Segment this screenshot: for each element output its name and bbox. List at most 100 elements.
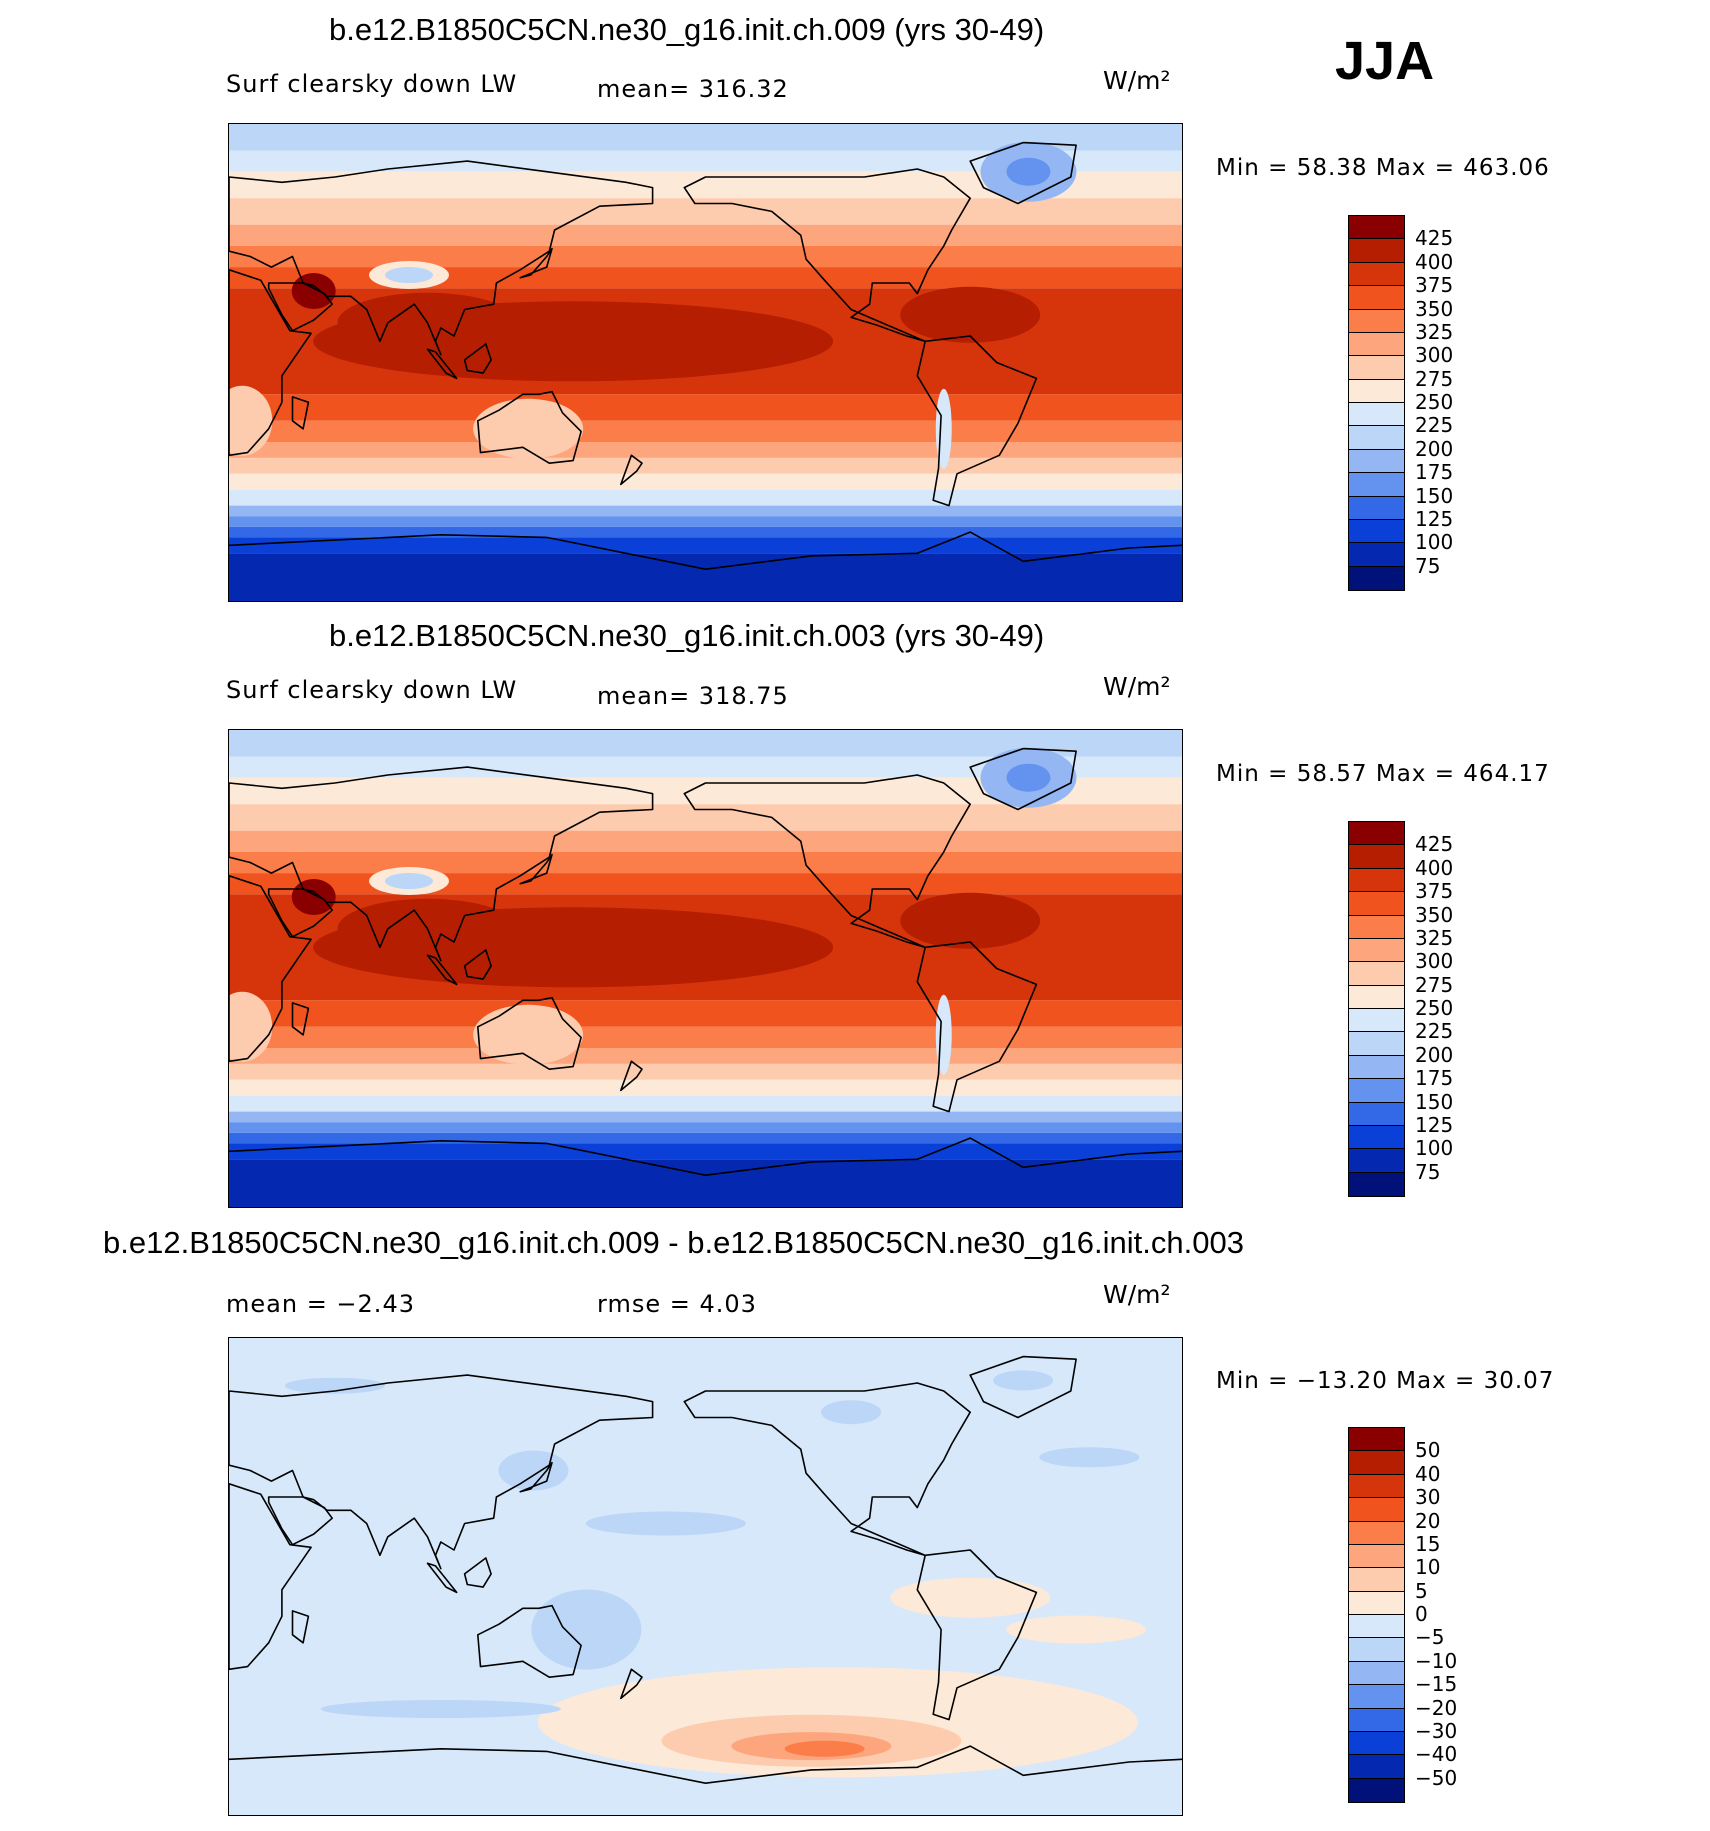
colorbar-tick-label: 375 xyxy=(1415,879,1454,904)
colorbar-tick-label: 125 xyxy=(1415,506,1454,531)
andes-cold xyxy=(935,388,952,469)
hot-spot xyxy=(291,272,336,309)
colorbar-tick-label: 100 xyxy=(1415,1136,1454,1161)
colorbar-tick-label: 200 xyxy=(1415,436,1454,461)
colorbar-tick-label: 50 xyxy=(1415,1438,1441,1463)
colorbar-swatch xyxy=(1349,1661,1404,1686)
colorbar-swatch xyxy=(1349,1755,1404,1779)
colorbar-swatch xyxy=(1349,1055,1404,1080)
colorbar-tick-label: 325 xyxy=(1415,925,1454,950)
coastline-madagascar xyxy=(291,1002,310,1036)
coastline-japan xyxy=(519,247,553,279)
colorbar-swatch xyxy=(1349,566,1404,590)
panel-1-colorbar xyxy=(1348,215,1405,591)
positive-anomaly xyxy=(1006,1615,1147,1644)
colorbar-swatch xyxy=(1349,216,1404,240)
colorbar-tick-label: 225 xyxy=(1415,413,1454,438)
colorbar-tick-label: 275 xyxy=(1415,366,1454,391)
negative-anomaly xyxy=(498,1450,569,1491)
field-band xyxy=(229,851,1182,874)
coastline-borneo xyxy=(463,343,492,374)
coastline-borneo xyxy=(463,1557,492,1588)
panel-2-colorbar xyxy=(1348,821,1405,1197)
coastline-africa xyxy=(229,875,312,1063)
greenland-cold xyxy=(1006,763,1051,792)
colorbar-swatch xyxy=(1349,868,1404,893)
panel-1-variable-label: Surf clearsky down LW xyxy=(226,70,518,98)
colorbar-tick-label: 250 xyxy=(1415,996,1454,1020)
colorbar-swatch xyxy=(1349,1172,1404,1196)
coastline-australia xyxy=(477,996,582,1071)
field-band xyxy=(229,873,1182,895)
field-band xyxy=(229,756,1182,778)
panel-3-minmax: Min = −13.20 Max = 30.07 xyxy=(1216,1368,1555,1394)
colorbar-tick-label: 400 xyxy=(1415,249,1454,274)
field-band xyxy=(229,1063,1182,1080)
coastline-sumatra xyxy=(426,348,458,380)
coastline-arabia xyxy=(267,1496,333,1546)
coastline-madagascar xyxy=(291,1610,310,1644)
coastline-northAmerica xyxy=(683,168,972,343)
colorbar-swatch xyxy=(1349,1638,1404,1662)
coastline-nz xyxy=(619,454,643,486)
colorbar-tick-label: 250 xyxy=(1415,390,1454,414)
colorbar-tick-label: 150 xyxy=(1415,483,1454,508)
panel-3-units: W/m² xyxy=(1103,1280,1171,1309)
panel-1-units: W/m² xyxy=(1103,66,1171,95)
negative-anomaly xyxy=(1039,1447,1140,1468)
colorbar-swatch xyxy=(1349,356,1404,380)
panel-3-map xyxy=(228,1337,1183,1816)
colorbar-tick-label: 175 xyxy=(1415,1066,1454,1091)
map-canvas xyxy=(229,730,1182,1207)
panel-2-variable-label: Surf clearsky down LW xyxy=(226,676,518,704)
field-band xyxy=(229,1122,1182,1133)
coastline-greenland xyxy=(969,747,1077,811)
panel-3-colorbar xyxy=(1348,1427,1405,1803)
map-canvas xyxy=(229,1338,1182,1815)
colorbar-swatch xyxy=(1349,892,1404,916)
field-band xyxy=(229,537,1182,554)
colorbar-swatch xyxy=(1349,426,1404,450)
colorbar-swatch xyxy=(1349,1568,1404,1592)
field-band xyxy=(229,1132,1182,1144)
colorbar-swatch xyxy=(1349,985,1404,1009)
coastline-europeAsia xyxy=(229,160,654,356)
panel-2-minmax: Min = 58.57 Max = 464.17 xyxy=(1216,761,1550,787)
colorbar-swatch xyxy=(1349,473,1404,497)
coastline-antarctica xyxy=(229,1745,1182,1785)
colorbar-swatch xyxy=(1349,1474,1404,1499)
colorbar-swatch xyxy=(1349,822,1404,846)
tibet-cold xyxy=(385,873,434,890)
warm-pool xyxy=(900,286,1041,343)
colorbar-swatch xyxy=(1349,1731,1404,1756)
coastline-australia xyxy=(477,390,582,465)
field-band xyxy=(229,442,1182,458)
colorbar-tick-label: 350 xyxy=(1415,296,1454,321)
colorbar-swatch xyxy=(1349,239,1404,263)
colorbar-tick-label: 0 xyxy=(1415,1602,1428,1626)
field-band xyxy=(229,394,1182,421)
colorbar-tick-label: 175 xyxy=(1415,460,1454,485)
coastline-antarctica xyxy=(229,1137,1182,1177)
panel-3-rmse-label: rmse = 4.03 xyxy=(597,1290,757,1318)
panel-1-mean-label: mean= 316.32 xyxy=(597,75,789,103)
colorbar-tick-label: 75 xyxy=(1415,553,1441,578)
negative-anomaly xyxy=(531,1589,642,1670)
field-band xyxy=(229,198,1182,225)
coastline-greenland xyxy=(969,1355,1077,1419)
coastline-arabia xyxy=(267,888,333,938)
colorbar-tick-label: 275 xyxy=(1415,972,1454,997)
field-band xyxy=(229,804,1182,831)
colorbar-swatch xyxy=(1349,1428,1404,1452)
colorbar-tick-label: 425 xyxy=(1415,226,1454,251)
colorbar-tick-label: 375 xyxy=(1415,273,1454,298)
colorbar-swatch xyxy=(1349,1615,1404,1639)
season-label: JJA xyxy=(1335,31,1435,91)
hot-spot xyxy=(291,878,336,915)
field-band xyxy=(229,150,1182,172)
coastline-europeAsia xyxy=(229,766,654,962)
colorbar-tick-label: 350 xyxy=(1415,902,1454,927)
colorbar-tick-label: −50 xyxy=(1415,1765,1458,1790)
colorbar-swatch xyxy=(1349,1079,1404,1103)
colorbar-tick-label: −5 xyxy=(1415,1625,1445,1650)
